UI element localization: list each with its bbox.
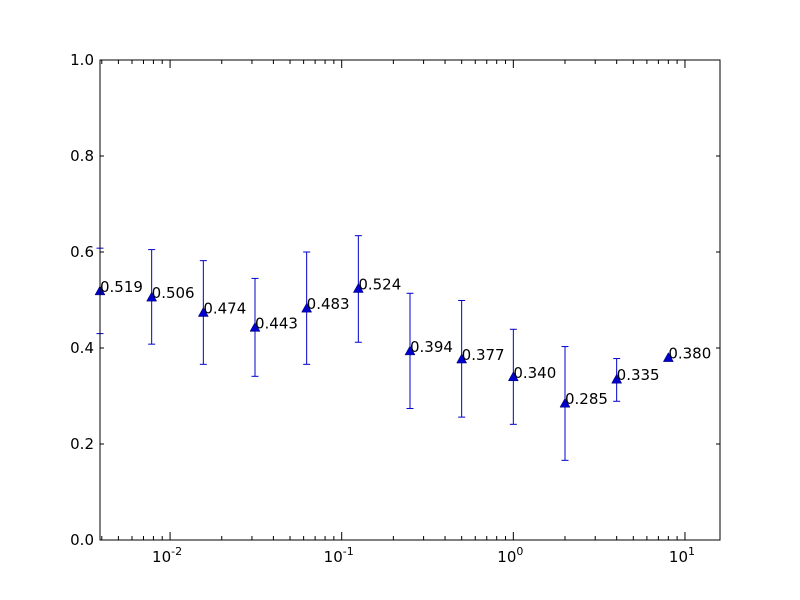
data-point-label: 0.380	[668, 345, 711, 363]
data-point-marker	[611, 373, 623, 384]
plot-frame	[99, 59, 721, 541]
data-labels: 0.519 0.506 0.474 0.443 0.483 0.524 0.394 0.377…	[100, 275, 711, 408]
data-point-label: 0.335	[617, 366, 660, 384]
data-point-label: 0.506	[152, 284, 195, 302]
data-point-marker	[404, 345, 416, 356]
data-point-label: 0.394	[410, 338, 453, 356]
data-point-label: 0.483	[307, 295, 350, 313]
x-tick-label: 100	[497, 545, 523, 566]
data-point-label: 0.377	[462, 346, 505, 364]
y-tick-label: 0.8	[70, 147, 94, 165]
y-tick-label: 0.4	[70, 339, 94, 357]
data-point-label: 0.285	[565, 390, 608, 408]
data-point-marker	[507, 371, 519, 382]
y-tick-label: 0.2	[70, 435, 94, 453]
data-point-label: 0.519	[100, 278, 143, 296]
y-tick-label: 1.0	[70, 51, 94, 69]
x-tick-label: 10-1	[324, 545, 354, 566]
data-point-marker	[456, 353, 468, 364]
x-tick-label: 101	[669, 545, 695, 566]
data-point-marker	[249, 321, 261, 332]
data-point-label: 0.443	[255, 314, 298, 332]
data-point-label: 0.474	[203, 299, 246, 317]
x-tick-label: 10-2	[152, 545, 182, 566]
data-point-marker	[352, 282, 364, 293]
data-point-marker	[197, 306, 209, 317]
data-point-label: 0.524	[358, 275, 401, 293]
data-point-marker	[146, 291, 158, 302]
y-tick-label: 0.6	[70, 243, 94, 261]
data-point-marker	[559, 397, 571, 408]
data-markers	[94, 282, 674, 408]
tick-labels: 0.0 0.2 0.4 0.6 0.8 1.0 10-2 10-1 100 101	[70, 51, 695, 566]
data-point-label: 0.340	[513, 364, 556, 382]
data-point-marker	[662, 352, 674, 362]
y-tick-label: 0.0	[70, 531, 94, 549]
data-point-marker	[301, 302, 313, 313]
